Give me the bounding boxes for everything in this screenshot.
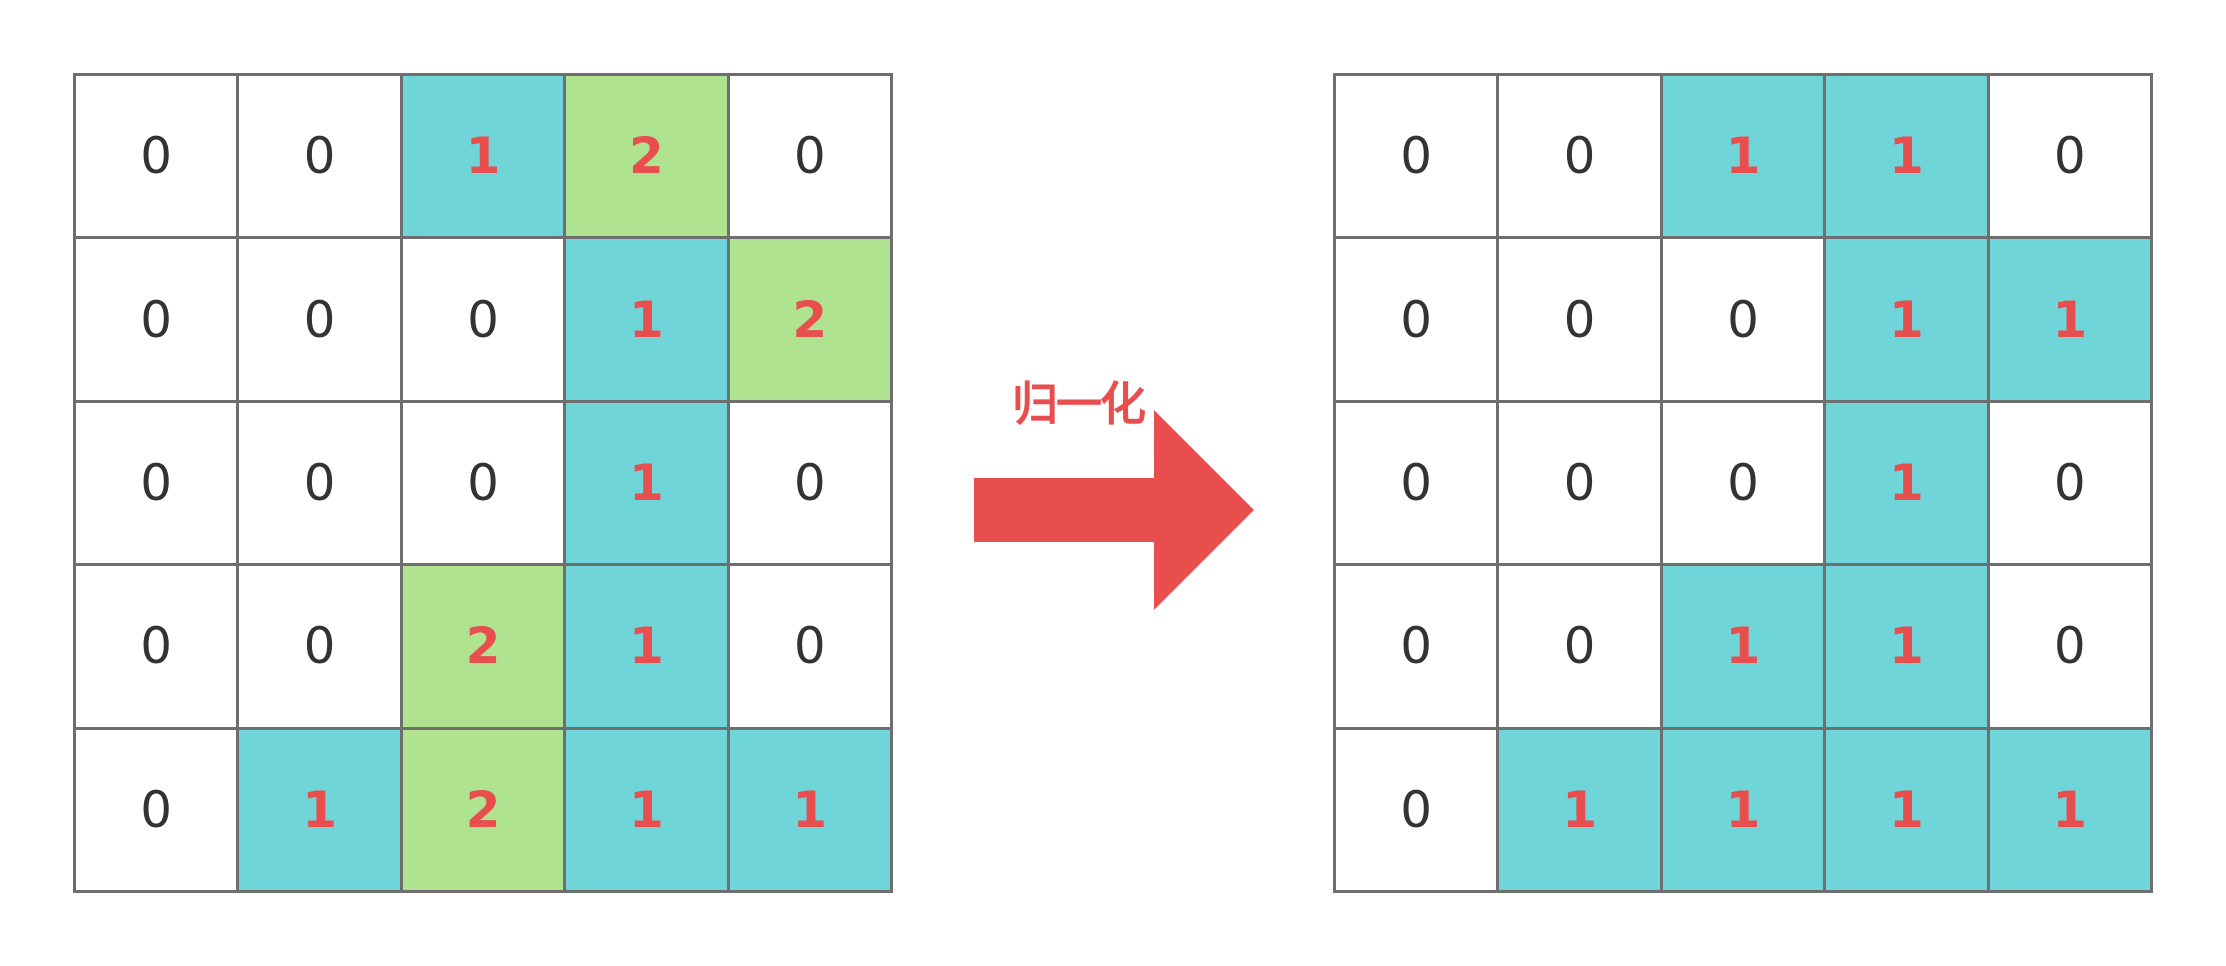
grid-cell: 0 [1499, 239, 1663, 403]
grid-cell: 0 [76, 402, 240, 567]
grid-cell: 0 [1989, 402, 2153, 567]
grid-cell: 0 [402, 402, 567, 567]
grid-cell: 0 [1989, 566, 2153, 730]
grid-cell: 0 [76, 239, 240, 403]
grid-cell: 0 [239, 239, 403, 403]
grid-cell: 0 [729, 76, 893, 240]
grid-cell: 0 [402, 239, 567, 403]
grid-cell: 1 [1989, 239, 2153, 403]
grid-cell: 0 [1336, 239, 1500, 403]
grid-cell: 0 [729, 566, 893, 730]
grid-cell: 1 [1826, 729, 1990, 893]
grid-cell: 0 [1662, 402, 1827, 567]
grid-cell: 0 [1662, 239, 1827, 403]
grid-cell: 2 [402, 566, 567, 730]
grid-cell: 2 [402, 729, 567, 893]
grid-cell: 0 [1989, 76, 2153, 240]
grid-cell: 0 [76, 566, 240, 730]
grid-cell: 0 [1336, 566, 1500, 730]
grid-cell: 0 [1336, 402, 1500, 567]
grid-cell: 1 [1826, 76, 1990, 240]
grid-cell: 0 [1499, 76, 1663, 240]
grid-cell: 0 [76, 729, 240, 893]
output-grid: 0 0 1 1 0 0 0 0 1 1 0 0 0 1 0 0 0 1 1 0 … [1333, 73, 2153, 893]
grid-cell: 1 [239, 729, 403, 893]
grid-cell: 2 [566, 76, 730, 240]
grid-cell: 1 [729, 729, 893, 893]
grid-cell: 0 [1336, 729, 1500, 893]
grid-cell: 0 [729, 402, 893, 567]
grid-cell: 1 [566, 729, 730, 893]
grid-cell: 1 [1989, 729, 2153, 893]
input-grid: 0 0 1 2 0 0 0 0 1 2 0 0 0 1 0 0 0 2 1 0 … [73, 73, 893, 893]
grid-cell: 0 [239, 566, 403, 730]
grid-cell: 0 [76, 76, 240, 240]
grid-cell: 0 [239, 76, 403, 240]
grid-cell: 1 [1826, 566, 1990, 730]
grid-cell: 1 [1662, 76, 1827, 240]
grid-cell: 1 [1662, 566, 1827, 730]
grid-cell: 1 [566, 566, 730, 730]
grid-cell: 1 [566, 402, 730, 567]
grid-cell: 0 [1336, 76, 1500, 240]
grid-cell: 2 [729, 239, 893, 403]
grid-cell: 0 [1499, 402, 1663, 567]
grid-cell: 1 [1662, 729, 1827, 893]
right-arrow-icon [974, 410, 1254, 610]
normalize-label: 归一化 [1012, 377, 1146, 431]
grid-cell: 1 [1826, 402, 1990, 567]
grid-cell: 1 [1826, 239, 1990, 403]
grid-cell: 1 [1499, 729, 1663, 893]
grid-cell: 1 [402, 76, 567, 240]
grid-cell: 0 [239, 402, 403, 567]
grid-cell: 0 [1499, 566, 1663, 730]
grid-cell: 1 [566, 239, 730, 403]
